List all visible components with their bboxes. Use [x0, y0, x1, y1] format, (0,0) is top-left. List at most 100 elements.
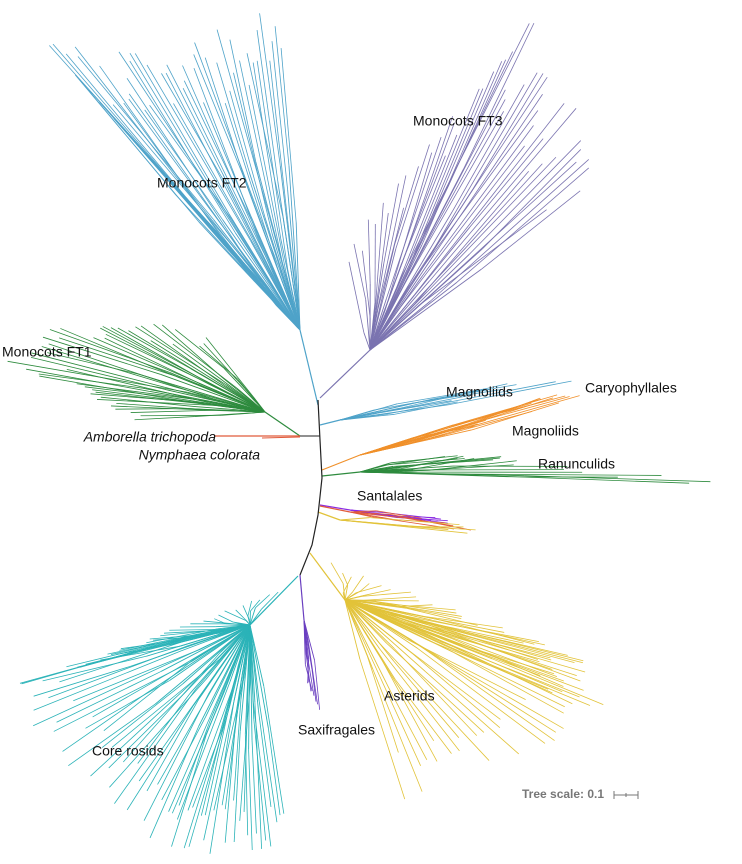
branch — [377, 207, 404, 311]
branch — [193, 405, 266, 413]
branch — [330, 562, 344, 584]
branch — [306, 652, 315, 696]
branch — [219, 400, 266, 413]
branch — [256, 30, 279, 182]
branch — [482, 149, 582, 249]
branch — [394, 618, 573, 705]
branch — [269, 60, 290, 233]
branch — [222, 173, 301, 331]
branch — [344, 599, 392, 693]
branch — [359, 465, 394, 473]
branch — [383, 183, 399, 264]
branch — [369, 263, 402, 351]
branch — [399, 605, 462, 617]
branch — [439, 626, 538, 660]
branch — [171, 734, 207, 847]
branch — [408, 395, 580, 445]
branch — [110, 405, 204, 411]
branch — [369, 275, 403, 351]
branch — [248, 624, 251, 750]
branch — [49, 45, 230, 246]
branch — [287, 269, 301, 331]
branch — [239, 624, 251, 732]
branch — [178, 719, 211, 806]
branch — [396, 525, 468, 534]
branch — [394, 166, 419, 246]
branch — [369, 304, 420, 351]
branch — [100, 327, 210, 385]
branch — [161, 73, 228, 187]
branch — [149, 104, 233, 220]
branch — [123, 652, 221, 763]
branch — [469, 138, 544, 228]
branch — [193, 67, 258, 235]
clade-label: Asterids — [384, 688, 435, 704]
branch — [192, 624, 251, 661]
branch — [399, 383, 508, 409]
branch — [198, 624, 251, 727]
branch — [235, 609, 246, 621]
branch — [445, 396, 570, 431]
branch — [249, 624, 265, 687]
branch — [146, 698, 200, 792]
branch — [393, 648, 478, 736]
branch — [319, 504, 351, 511]
branch — [425, 671, 520, 755]
branch — [135, 326, 226, 385]
branch — [249, 624, 260, 702]
species-label: Amborella trichopoda — [83, 429, 217, 445]
branch — [205, 337, 254, 397]
branch — [65, 53, 224, 243]
branch — [48, 343, 220, 402]
branch — [344, 599, 419, 650]
branch — [140, 325, 227, 387]
branch — [116, 402, 201, 410]
branch — [359, 430, 446, 456]
branch — [344, 599, 407, 609]
branch — [129, 60, 236, 234]
branch — [85, 679, 171, 729]
branch — [258, 709, 272, 808]
branch — [359, 426, 448, 456]
branch — [359, 658, 406, 800]
branch — [147, 364, 266, 413]
branch — [198, 382, 266, 413]
branch — [251, 740, 257, 834]
branch — [465, 163, 543, 248]
branch — [264, 411, 301, 437]
branch — [128, 330, 200, 374]
branch — [253, 719, 267, 841]
branch — [428, 631, 584, 691]
branch — [103, 659, 193, 731]
branch — [21, 648, 146, 685]
branch — [436, 161, 577, 290]
branch — [344, 599, 453, 653]
branch — [339, 402, 414, 421]
branch — [344, 599, 396, 620]
branch — [321, 454, 361, 471]
branch — [56, 671, 162, 723]
branch — [287, 189, 301, 331]
branch — [342, 592, 346, 601]
branch — [110, 327, 200, 379]
branch — [126, 78, 261, 280]
branch — [369, 281, 458, 351]
branch — [168, 680, 227, 812]
branch — [144, 624, 251, 696]
branch — [369, 248, 397, 351]
branch — [33, 665, 133, 697]
branch — [248, 619, 251, 626]
branch — [236, 624, 251, 709]
branch — [221, 411, 266, 416]
branch — [134, 416, 195, 421]
branch — [176, 681, 231, 820]
branch — [452, 84, 525, 212]
branch — [256, 60, 289, 270]
branch — [114, 688, 197, 804]
branch — [439, 657, 564, 729]
branch — [344, 599, 380, 649]
branch — [359, 471, 460, 476]
branch — [198, 221, 301, 331]
branch — [204, 666, 239, 816]
scale-bar — [613, 791, 639, 799]
